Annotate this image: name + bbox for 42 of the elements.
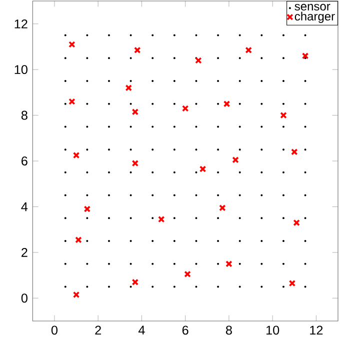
y-tick-label: 4 xyxy=(21,202,28,212)
point xyxy=(72,291,80,298)
point xyxy=(132,108,139,116)
y-tick-label: 6 xyxy=(22,156,28,166)
point xyxy=(293,219,300,226)
point xyxy=(68,98,76,105)
y-tick-label: 10 xyxy=(14,65,28,74)
point xyxy=(158,216,165,223)
x-tick-label: 0 xyxy=(51,326,58,335)
legend-label: charger xyxy=(294,12,335,23)
point xyxy=(132,160,139,167)
x-tick-label: 6 xyxy=(182,326,188,335)
point xyxy=(72,152,80,159)
point xyxy=(182,105,189,112)
x-tick-label: 4 xyxy=(138,326,145,334)
point xyxy=(219,204,226,212)
point xyxy=(226,260,232,268)
point xyxy=(199,166,206,172)
point xyxy=(245,46,252,54)
point xyxy=(288,280,296,287)
y-tick-label: 0 xyxy=(21,294,28,303)
x-tick-label: 8 xyxy=(226,326,232,335)
y-tick-label: 12 xyxy=(14,19,28,28)
point xyxy=(132,278,139,286)
y-tick-label: 8 xyxy=(21,110,28,120)
point xyxy=(84,206,91,212)
y-tick-label: 2 xyxy=(22,248,28,257)
point xyxy=(280,112,287,119)
point xyxy=(302,52,309,60)
legend-label: sensor xyxy=(294,4,330,11)
x-tick-label: 2 xyxy=(95,326,101,335)
x-tick-label: 12 xyxy=(310,326,323,335)
point xyxy=(184,270,191,278)
point xyxy=(125,84,132,92)
point xyxy=(223,100,230,108)
point xyxy=(68,41,76,48)
point xyxy=(232,156,239,164)
point xyxy=(134,46,141,54)
x-tick-label: 10 xyxy=(266,326,280,335)
point xyxy=(195,57,202,64)
point xyxy=(290,148,298,156)
point xyxy=(75,236,82,244)
